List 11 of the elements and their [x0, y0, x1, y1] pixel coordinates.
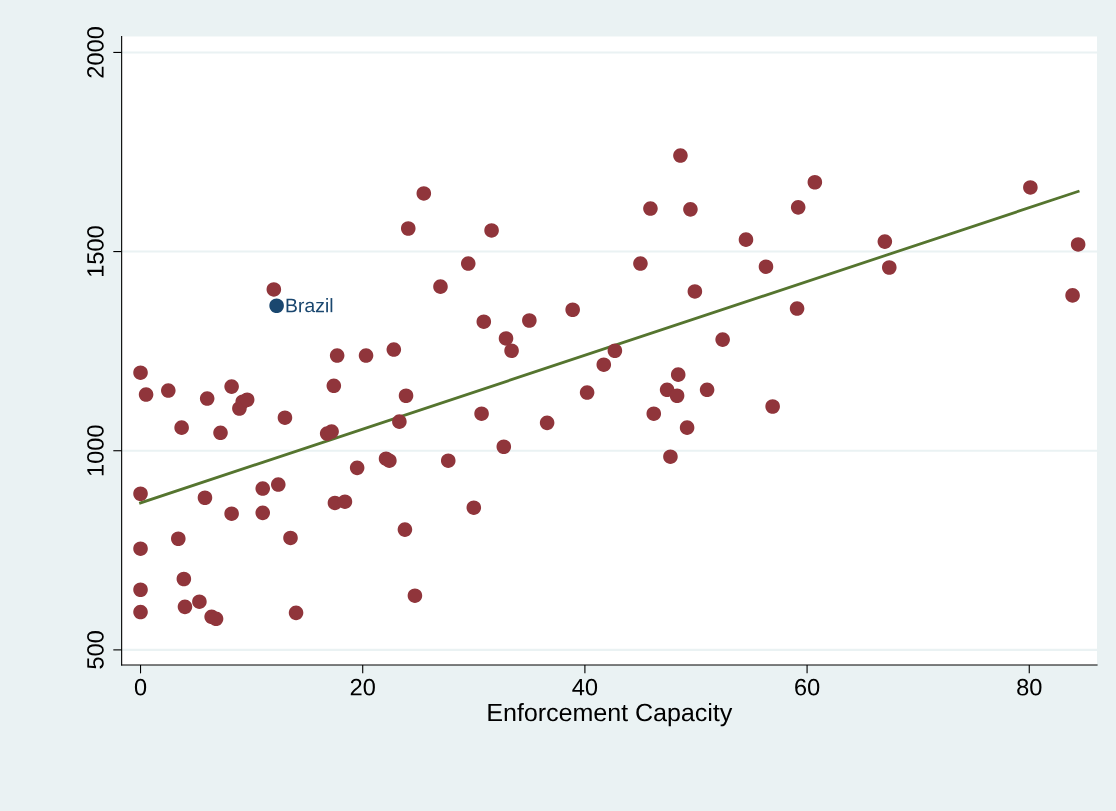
x-axis-title: Enforcement Capacity — [488, 703, 733, 727]
y-tick-label: 1000 — [87, 425, 104, 476]
x-tick-label: 0 — [134, 678, 147, 696]
y-tick-label: 500 — [87, 631, 104, 669]
x-tick-label: 60 — [795, 678, 820, 696]
x-tick-label: 20 — [350, 678, 375, 696]
x-tick-label: 40 — [572, 678, 598, 696]
series-label: Brazil — [286, 298, 333, 313]
y-tick-label: 2000 — [87, 27, 104, 78]
x-tick-label: 80 — [1017, 678, 1042, 696]
y-tick-label: 1500 — [87, 226, 104, 277]
